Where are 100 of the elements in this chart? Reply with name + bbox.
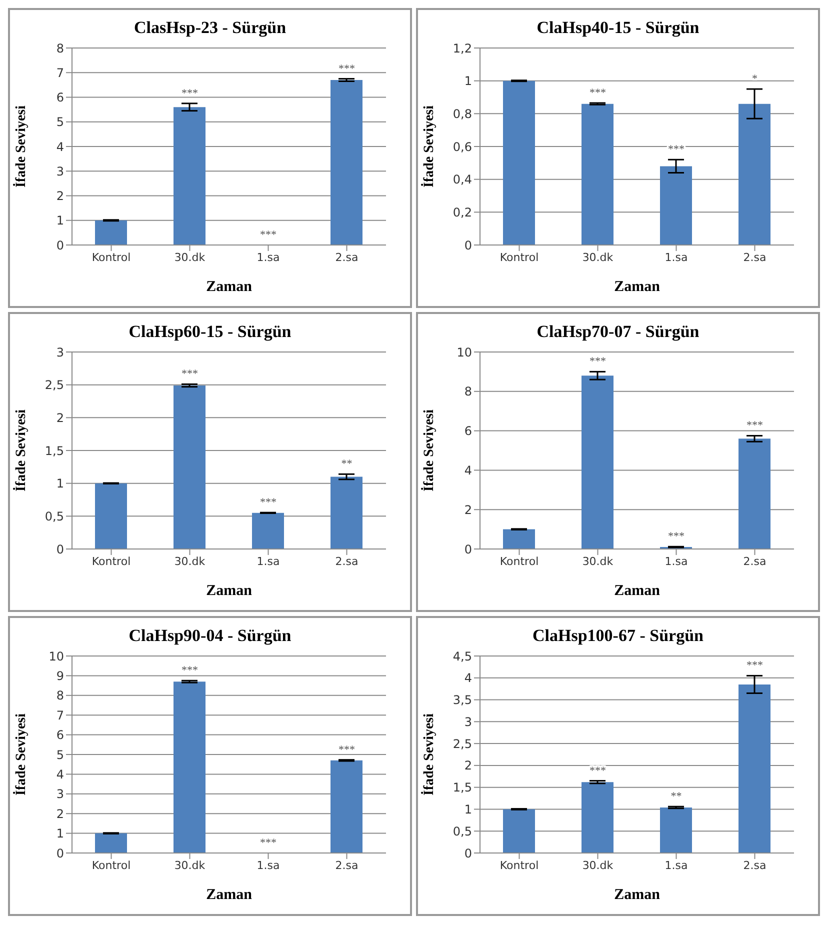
data-label: *** [338, 744, 355, 756]
y-axis-title: İfade Seviyesi [420, 713, 437, 796]
data-label: *** [260, 837, 276, 849]
data-label: ** [341, 458, 352, 470]
y-axis-title: İfade Seviyesi [420, 409, 437, 492]
y-tick-label: 3,5 [452, 693, 472, 708]
y-axis-title: İfade Seviyesi [12, 105, 29, 188]
data-label: *** [260, 496, 276, 509]
y-tick-label: 8 [56, 41, 64, 56]
x-axis-title: Zaman [206, 279, 253, 295]
y-tick-label: 1 [56, 826, 64, 841]
y-tick-label: 0,5 [44, 509, 64, 524]
x-axis-title: Zaman [614, 279, 661, 295]
bar [252, 512, 284, 549]
x-tick-label: 2.sa [743, 858, 766, 872]
y-tick-label: 3 [56, 164, 64, 178]
y-tick-label: 2 [56, 410, 64, 425]
bar [738, 684, 770, 853]
y-tick-label: 2,5 [44, 378, 64, 392]
bar [738, 438, 770, 549]
x-axis-title: Zaman [614, 887, 661, 903]
bar [582, 376, 614, 549]
y-tick-label: 0 [464, 846, 472, 860]
y-tick-label: 8 [56, 688, 64, 703]
x-tick-label: 30.dk [582, 554, 614, 568]
chart-title: ClaHsp60-15 - Sürgün [128, 322, 292, 342]
y-axis-title: İfade Seviyesi [12, 409, 29, 492]
y-tick-label: 5 [56, 115, 64, 130]
y-tick-label: 4 [56, 140, 64, 154]
bar [330, 760, 362, 853]
y-tick-label: 1 [464, 802, 472, 816]
bar [174, 682, 206, 853]
chart-title: ClaHsp100-67 - Sürgün [532, 626, 704, 646]
bar [174, 385, 206, 549]
data-label: ** [670, 790, 682, 803]
x-tick-label: 1.sa [256, 858, 280, 872]
x-tick-label: Kontrol [500, 858, 539, 872]
y-tick-label: 0,6 [452, 140, 472, 154]
data-label: *** [260, 229, 276, 241]
data-label: *** [668, 530, 684, 543]
x-tick-label: 30.dk [582, 250, 614, 264]
data-label: *** [182, 87, 198, 100]
chart-title: ClaHsp70-07 - Sürgün [536, 322, 700, 342]
x-tick-label: 2.sa [335, 554, 358, 568]
y-tick-label: 6 [56, 728, 64, 742]
x-axis-title: Zaman [614, 583, 661, 599]
data-label: *** [590, 356, 606, 368]
y-tick-label: 0 [464, 238, 472, 252]
x-tick-label: 30.dk [174, 250, 206, 264]
y-tick-label: 0 [56, 542, 64, 556]
y-tick-label: 1,5 [44, 444, 64, 458]
bar [582, 782, 614, 853]
data-label: *** [746, 660, 763, 672]
data-label: *** [182, 368, 198, 380]
data-label: *** [338, 62, 355, 75]
y-tick-label: 1,5 [452, 780, 472, 795]
data-label: *** [590, 86, 606, 99]
y-tick-label: 0,2 [452, 205, 472, 220]
y-tick-label: 4,5 [452, 649, 472, 664]
bar [660, 166, 692, 245]
chart-title: ClasHsp-23 - Sürgün [132, 18, 288, 38]
y-tick-label: 10 [456, 345, 472, 360]
chart-title: ClaHsp40-15 - Sürgün [536, 18, 700, 38]
x-tick-label: 1.sa [256, 554, 280, 568]
data-label: *** [182, 664, 198, 677]
y-tick-label: 7 [56, 66, 64, 80]
y-tick-label: 0,4 [452, 172, 472, 187]
x-axis-title: Zaman [206, 583, 253, 599]
x-tick-label: 30.dk [582, 858, 614, 872]
y-tick-label: 8 [464, 384, 472, 399]
y-tick-label: 4 [464, 671, 472, 686]
bar [503, 809, 535, 853]
y-tick-label: 4 [56, 767, 64, 782]
y-tick-label: 9 [56, 668, 64, 683]
y-tick-label: 1 [56, 214, 64, 228]
y-tick-label: 2 [464, 502, 472, 517]
y-tick-label: 2 [56, 806, 64, 821]
y-tick-label: 1 [464, 74, 472, 88]
y-tick-label: 5 [56, 748, 64, 762]
y-tick-label: 6 [464, 424, 472, 438]
x-tick-label: 30.dk [174, 858, 206, 872]
x-tick-label: 1.sa [256, 250, 280, 264]
x-tick-label: 2.sa [335, 250, 358, 264]
x-axis-title: Zaman [206, 887, 253, 903]
data-label: * [752, 73, 758, 86]
y-tick-label: 7 [56, 708, 64, 722]
bar [95, 483, 127, 549]
y-tick-label: 2,5 [452, 736, 472, 751]
data-label: *** [590, 764, 606, 777]
x-tick-label: 2.sa [743, 250, 766, 264]
bar [330, 80, 362, 245]
x-tick-label: Kontrol [500, 250, 539, 264]
data-label: *** [668, 144, 684, 156]
y-tick-label: 4 [464, 463, 472, 478]
x-tick-label: 1.sa [664, 250, 688, 264]
chart-title: ClaHsp90-04 - Sürgün [128, 626, 292, 646]
bar [738, 104, 770, 245]
x-tick-label: 30.dk [174, 554, 206, 568]
bar [660, 807, 692, 853]
y-tick-label: 2 [56, 189, 64, 204]
